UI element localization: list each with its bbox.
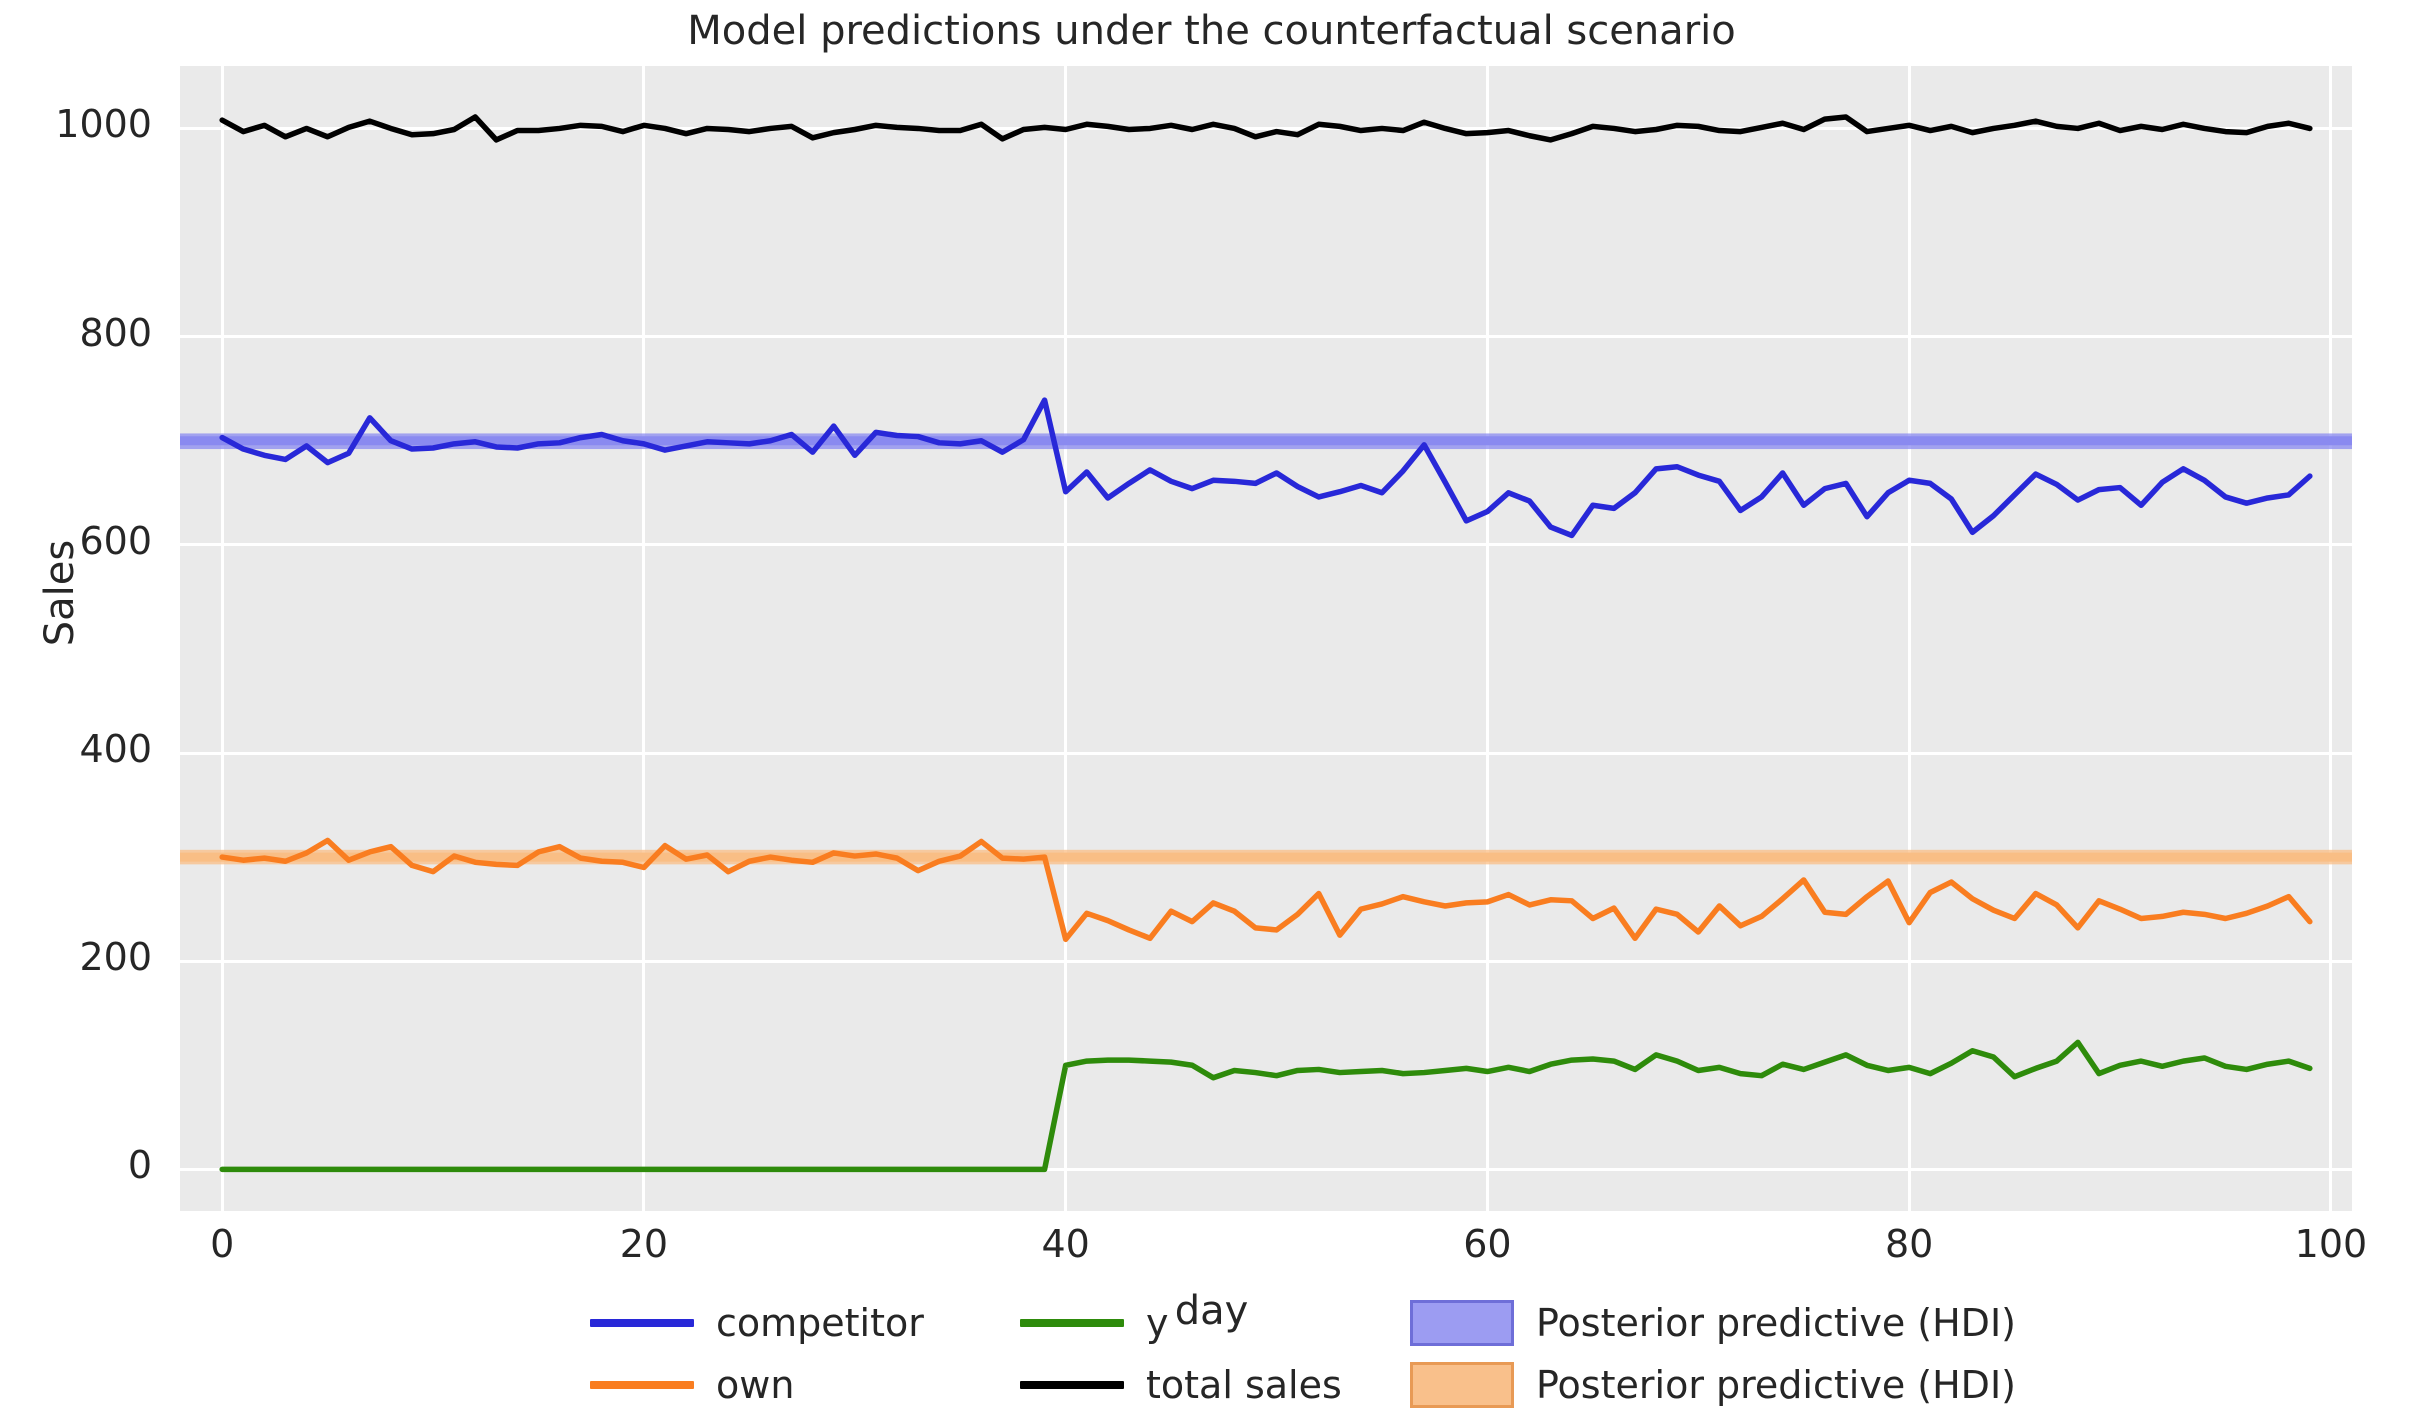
legend-item[interactable]: Posterior predictive (HDI) [1410, 1292, 2150, 1354]
legend-label: y [1146, 1301, 1169, 1345]
legend-item[interactable]: competitor [590, 1292, 1020, 1354]
series-line-y [219, 1039, 2313, 1173]
y-tick-label: 1000 [55, 102, 152, 147]
legend-label: own [716, 1363, 795, 1407]
x-axis-label: day [1174, 1288, 1249, 1334]
legend-line-swatch [590, 1381, 694, 1389]
y-axis-label: Sales [37, 539, 83, 647]
legend-item[interactable]: Posterior predictive (HDI) [1410, 1354, 2150, 1416]
x-tick-label: 0 [210, 1222, 235, 1266]
legend-line-swatch [1020, 1319, 1124, 1327]
legend: competitor y Posterior predictive (HDI) own… [590, 1292, 2150, 1416]
legend-label: competitor [716, 1301, 924, 1345]
legend-label: Posterior predictive (HDI) [1536, 1301, 2016, 1345]
y-tick-label: 800 [79, 310, 152, 355]
legend-label: total sales [1146, 1363, 1342, 1407]
legend-item[interactable]: own [590, 1354, 1020, 1416]
y-tick-label: 600 [79, 518, 152, 563]
gridline-horizontal [180, 959, 2352, 963]
series-line-total-sales [219, 114, 2313, 143]
chart-title: Model predictions under the counterfactu… [687, 8, 1736, 54]
gridline-vertical [1485, 66, 1489, 1211]
legend-item[interactable]: total sales [1020, 1354, 1410, 1416]
y-tick-label: 400 [79, 727, 152, 771]
series-line-own [219, 837, 2313, 943]
gridline-horizontal [180, 751, 2352, 755]
series-line-competitor [219, 397, 2313, 539]
x-tick-label: 100 [2294, 1222, 2368, 1266]
gridline-horizontal [180, 126, 2352, 130]
x-tick-label: 80 [1884, 1222, 1934, 1266]
legend-item[interactable]: y [1020, 1292, 1410, 1354]
y-tick-label: 200 [79, 935, 152, 980]
gridline-horizontal [180, 543, 2352, 547]
gridline-vertical [220, 66, 224, 1211]
gridline-vertical [2329, 66, 2333, 1211]
plot-area [180, 66, 2352, 1211]
legend-label: Posterior predictive (HDI) [1536, 1363, 2016, 1407]
legend-line-swatch [1020, 1381, 1124, 1389]
gridline-vertical [1064, 66, 1068, 1211]
x-tick-label: 20 [619, 1222, 669, 1266]
legend-line-swatch [590, 1319, 694, 1327]
legend-patch-swatch [1410, 1362, 1514, 1408]
gridline-horizontal [180, 335, 2352, 339]
x-tick-label: 60 [1463, 1222, 1512, 1266]
gridline-vertical [1907, 66, 1911, 1211]
legend-patch-swatch [1410, 1300, 1514, 1346]
gridline-vertical [642, 66, 646, 1211]
y-tick-label: 0 [127, 1143, 152, 1188]
gridline-horizontal [180, 1167, 2352, 1171]
data-series-svg [180, 114, 2352, 1173]
x-tick-label: 40 [1041, 1222, 1090, 1266]
